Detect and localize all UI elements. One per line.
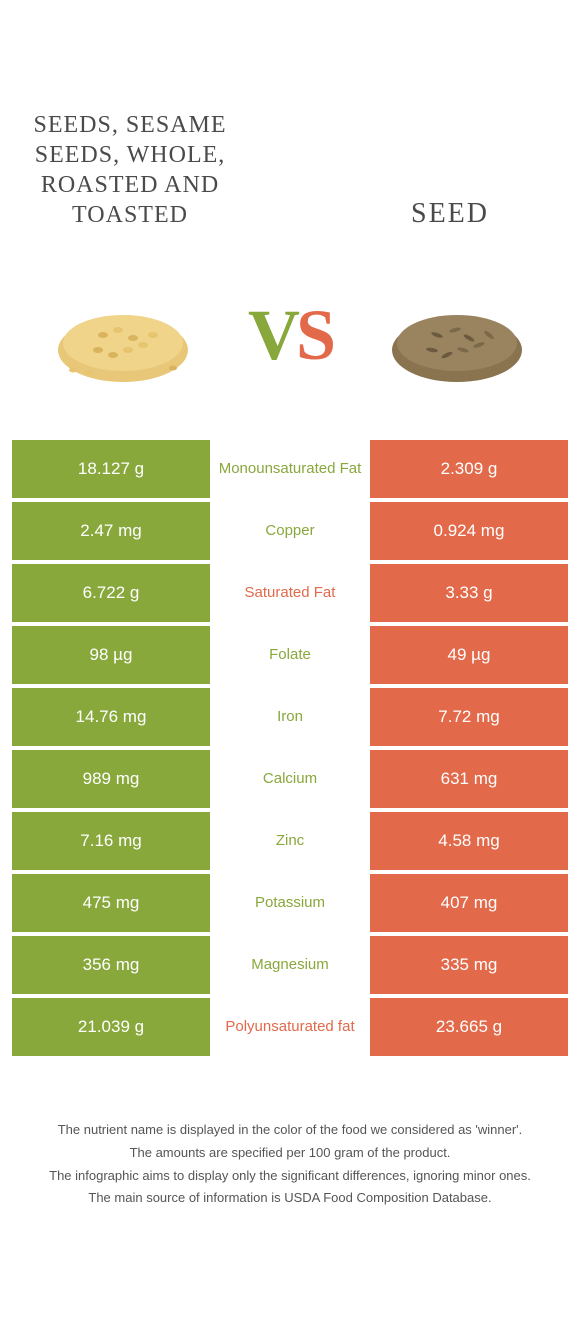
vs-v: V: [248, 295, 296, 375]
footer-line: The infographic aims to display only the…: [20, 1166, 560, 1187]
left-value: 475 mg: [12, 874, 210, 932]
left-value: 98 µg: [12, 626, 210, 684]
vs-label: VS: [248, 294, 332, 377]
right-value: 335 mg: [370, 936, 568, 994]
footer-notes: The nutrient name is displayed in the co…: [0, 1060, 580, 1231]
nutrient-label: Folate: [210, 626, 370, 684]
right-value: 4.58 mg: [370, 812, 568, 870]
table-row: 14.76 mg Iron 7.72 mg: [12, 688, 568, 746]
right-value: 0.924 mg: [370, 502, 568, 560]
left-value: 6.722 g: [12, 564, 210, 622]
left-value: 14.76 mg: [12, 688, 210, 746]
vs-s: S: [296, 295, 332, 375]
right-value: 23.665 g: [370, 998, 568, 1056]
right-value: 2.309 g: [370, 440, 568, 498]
right-value: 7.72 mg: [370, 688, 568, 746]
nutrient-label: Copper: [210, 502, 370, 560]
left-food-title: SEEDS, SESAME SEEDS, WHOLE, ROASTED AND …: [30, 110, 230, 230]
table-row: 7.16 mg Zinc 4.58 mg: [12, 812, 568, 870]
left-value: 2.47 mg: [12, 502, 210, 560]
left-value: 7.16 mg: [12, 812, 210, 870]
table-row: 18.127 g Monounsaturated Fat 2.309 g: [12, 440, 568, 498]
right-value: 407 mg: [370, 874, 568, 932]
table-row: 989 mg Calcium 631 mg: [12, 750, 568, 808]
table-row: 2.47 mg Copper 0.924 mg: [12, 502, 568, 560]
header: SEEDS, SESAME SEEDS, WHOLE, ROASTED AND …: [0, 0, 580, 240]
table-row: 6.722 g Saturated Fat 3.33 g: [12, 564, 568, 622]
nutrient-label: Iron: [210, 688, 370, 746]
footer-line: The amounts are specified per 100 gram o…: [20, 1143, 560, 1164]
nutrient-label: Saturated Fat: [210, 564, 370, 622]
footer-line: The nutrient name is displayed in the co…: [20, 1120, 560, 1141]
right-value: 49 µg: [370, 626, 568, 684]
right-value: 631 mg: [370, 750, 568, 808]
right-food-title: SEED: [350, 198, 550, 230]
table-row: 475 mg Potassium 407 mg: [12, 874, 568, 932]
nutrient-label: Magnesium: [210, 936, 370, 994]
nutrient-label: Zinc: [210, 812, 370, 870]
nutrient-table: 18.127 g Monounsaturated Fat 2.309 g 2.4…: [0, 440, 580, 1056]
nutrient-label: Potassium: [210, 874, 370, 932]
table-row: 98 µg Folate 49 µg: [12, 626, 568, 684]
nutrient-label: Monounsaturated Fat: [210, 440, 370, 498]
nutrient-label: Polyunsaturated fat: [210, 998, 370, 1056]
left-value: 18.127 g: [12, 440, 210, 498]
right-value: 3.33 g: [370, 564, 568, 622]
comparison-images: VS: [0, 240, 580, 440]
right-food-image: [377, 280, 537, 390]
left-value: 21.039 g: [12, 998, 210, 1056]
table-row: 356 mg Magnesium 335 mg: [12, 936, 568, 994]
left-food-image: [43, 280, 203, 390]
table-row: 21.039 g Polyunsaturated fat 23.665 g: [12, 998, 568, 1056]
left-value: 356 mg: [12, 936, 210, 994]
nutrient-label: Calcium: [210, 750, 370, 808]
footer-line: The main source of information is USDA F…: [20, 1188, 560, 1209]
left-value: 989 mg: [12, 750, 210, 808]
